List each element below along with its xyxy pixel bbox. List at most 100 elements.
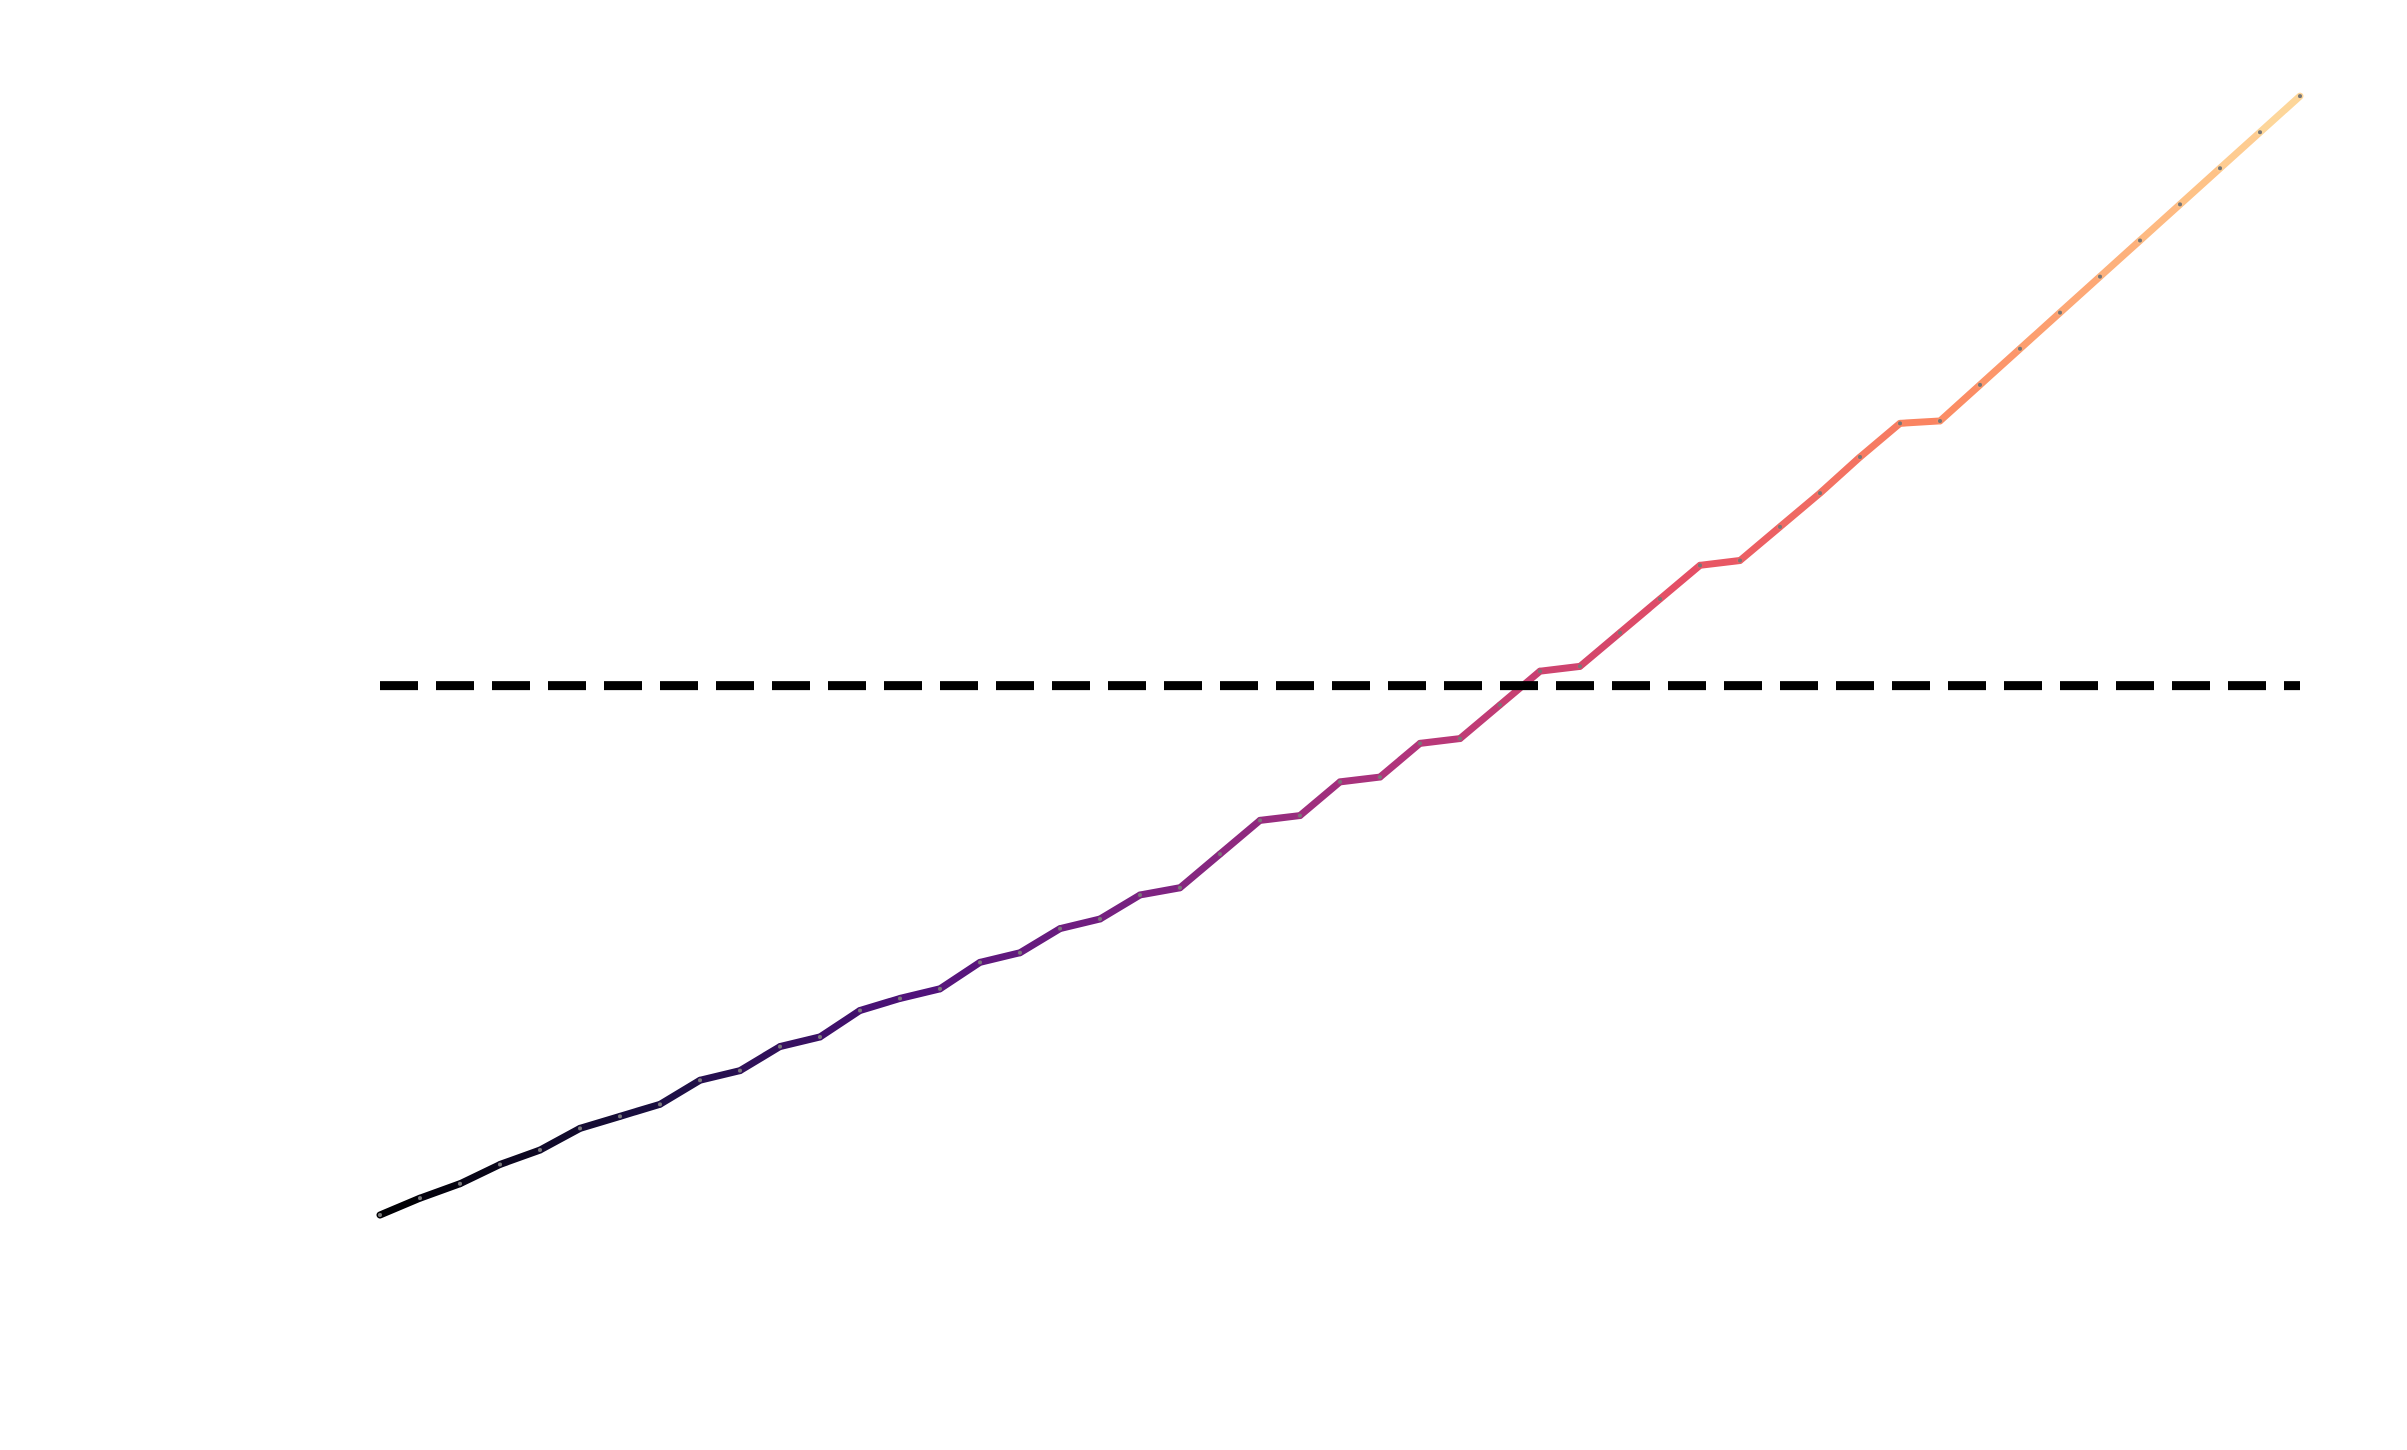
data-point-10 — [778, 1044, 782, 1049]
series-segment-31 — [1616, 595, 1664, 637]
data-point-29 — [1538, 669, 1542, 674]
data-point-19 — [1138, 892, 1142, 897]
series-line — [376, 92, 2304, 1219]
data-point-35 — [1778, 524, 1782, 529]
data-point-33 — [1698, 563, 1702, 568]
series-segment-21 — [1216, 816, 1264, 858]
series-segment-33 — [1696, 557, 1744, 569]
data-point-17 — [1058, 926, 1062, 931]
data-point-30 — [1578, 664, 1582, 669]
series-segment-7 — [656, 1076, 704, 1108]
data-point-31 — [1618, 630, 1622, 635]
data-point-27 — [1458, 736, 1462, 741]
series-segment-38 — [1896, 417, 1944, 427]
series-segment-23 — [1296, 778, 1344, 820]
data-point-23 — [1298, 813, 1302, 818]
data-point-21 — [1218, 852, 1222, 857]
series-segment-41 — [2016, 309, 2064, 353]
data-point-0 — [378, 1213, 382, 1217]
data-point-47 — [2258, 130, 2262, 135]
series-segment-40 — [1976, 345, 2024, 389]
data-point-44 — [2138, 238, 2142, 243]
series-segment-8 — [696, 1067, 744, 1084]
series-segment-0 — [376, 1194, 424, 1219]
series-segment-36 — [1816, 453, 1864, 497]
series-segment-42 — [2056, 273, 2104, 317]
series-segment-25 — [1376, 739, 1424, 781]
data-point-18 — [1098, 917, 1102, 922]
data-point-43 — [2098, 274, 2102, 279]
data-point-3 — [498, 1162, 502, 1167]
data-point-22 — [1258, 818, 1262, 823]
data-point-6 — [618, 1114, 622, 1119]
data-point-5 — [578, 1126, 582, 1131]
series-segment-24 — [1336, 773, 1384, 786]
series-segment-26 — [1416, 735, 1464, 747]
data-point-20 — [1178, 885, 1182, 890]
data-point-14 — [938, 986, 942, 991]
data-point-32 — [1658, 597, 1662, 601]
series-segment-13 — [896, 985, 944, 1002]
series-segment-3 — [496, 1146, 544, 1168]
series-segment-39 — [1936, 381, 1984, 425]
data-point-24 — [1338, 779, 1342, 784]
data-point-42 — [2058, 310, 2062, 315]
series-segment-14 — [936, 958, 984, 993]
data-point-38 — [1898, 421, 1902, 426]
data-point-1 — [418, 1196, 422, 1201]
data-point-7 — [658, 1102, 662, 1107]
series-segment-1 — [416, 1180, 464, 1202]
series-segment-9 — [736, 1043, 784, 1075]
series-segment-27 — [1456, 701, 1504, 743]
data-point-12 — [858, 1008, 862, 1013]
data-point-8 — [698, 1078, 702, 1083]
series-points — [378, 94, 2302, 1217]
series-segment-12 — [856, 994, 904, 1014]
series-segment-45 — [2176, 164, 2224, 208]
data-point-46 — [2218, 166, 2222, 171]
series-segment-19 — [1136, 884, 1184, 899]
data-point-36 — [1818, 491, 1822, 496]
series-segment-46 — [2216, 128, 2264, 172]
series-segment-37 — [1856, 419, 1904, 461]
series-segment-10 — [776, 1033, 824, 1051]
data-point-37 — [1858, 455, 1862, 460]
series-segment-5 — [576, 1112, 624, 1132]
series-segment-43 — [2096, 236, 2144, 281]
data-point-15 — [978, 960, 982, 965]
data-point-9 — [738, 1068, 742, 1073]
data-point-40 — [1978, 382, 1982, 387]
data-point-28 — [1498, 702, 1502, 707]
series-segment-29 — [1536, 662, 1584, 675]
series-segment-47 — [2256, 92, 2304, 136]
data-point-4 — [538, 1148, 542, 1153]
series-segment-2 — [456, 1160, 504, 1188]
data-point-39 — [1938, 418, 1942, 423]
data-point-16 — [1018, 950, 1022, 955]
data-point-2 — [458, 1181, 462, 1186]
data-point-45 — [2178, 202, 2182, 207]
series-segment-22 — [1256, 812, 1304, 824]
data-point-11 — [818, 1034, 822, 1039]
series-segment-20 — [1176, 850, 1224, 892]
series-segment-17 — [1056, 915, 1104, 933]
series-segment-44 — [2136, 200, 2184, 244]
data-point-13 — [898, 996, 902, 1001]
series-segment-34 — [1736, 523, 1784, 564]
series-segment-16 — [1016, 925, 1064, 957]
series-segment-15 — [976, 949, 1024, 966]
series-segment-30 — [1576, 629, 1624, 670]
data-point-26 — [1418, 741, 1422, 746]
data-point-41 — [2018, 346, 2022, 351]
series-segment-4 — [536, 1124, 584, 1154]
series-segment-6 — [616, 1100, 664, 1120]
series-segment-18 — [1096, 891, 1144, 923]
series-segment-11 — [816, 1006, 864, 1041]
series-segment-35 — [1776, 489, 1824, 531]
data-point-34 — [1738, 558, 1742, 563]
data-point-25 — [1378, 775, 1382, 780]
series-segment-32 — [1656, 561, 1704, 603]
data-point-48 — [2298, 94, 2302, 99]
